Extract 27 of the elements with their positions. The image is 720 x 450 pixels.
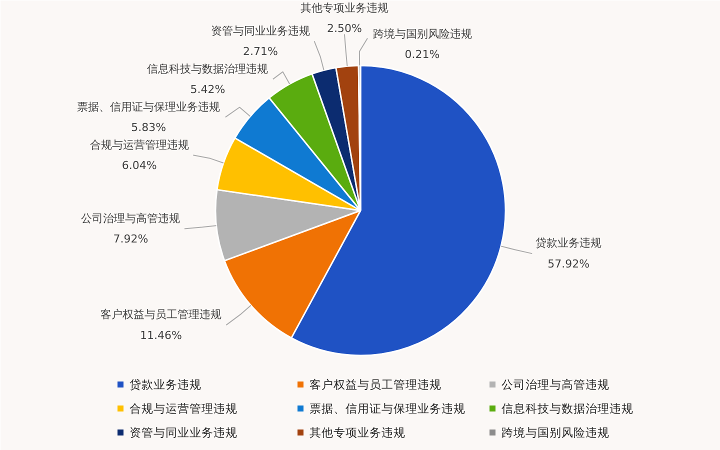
slice-label: 其他专项业务违规 [300,1,388,14]
data-label: 2.71% [243,45,278,58]
legend-label: 票据、信用证与保理业务违规 [310,402,466,416]
data-label: 2.50% [327,22,362,36]
data-label: 7.92% [113,232,148,246]
data-label: 11.46% [140,328,182,342]
data-label: 5.83% [131,121,166,134]
slice-label: 公司治理与高管违规 [81,212,180,225]
legend-label: 其他专项业务违规 [310,426,406,440]
slice-label: 信息科技与数据治理违规 [147,62,268,76]
slice-label: 合规与运营管理违规 [90,138,189,152]
legend-label: 客户权益与员工管理违规 [310,378,442,392]
data-label: 5.42% [190,83,226,96]
slice-label: 跨境与国别风险违规 [372,27,472,40]
slice-label: 资管与同业业务违规 [211,24,310,38]
legend-label: 公司治理与高管违规 [502,378,610,392]
data-label: 6.04% [122,159,157,172]
slice-label: 客户权益与员工管理违规 [100,308,222,322]
legend-label: 资管与同业业务违规 [130,426,238,440]
legend-label: 贷款业务违规 [130,378,202,392]
slice-label: 贷款业务违规 [536,236,602,250]
legend-label: 信息科技与数据治理违规 [502,402,634,416]
data-label: 57.92% [548,257,590,270]
data-label: 0.21% [404,48,440,62]
legend-label: 跨境与国别风险违规 [502,426,610,440]
slice-label: 票据、信用证与保理业务违规 [77,100,220,114]
legend-label: 合规与运营管理违规 [130,402,238,416]
